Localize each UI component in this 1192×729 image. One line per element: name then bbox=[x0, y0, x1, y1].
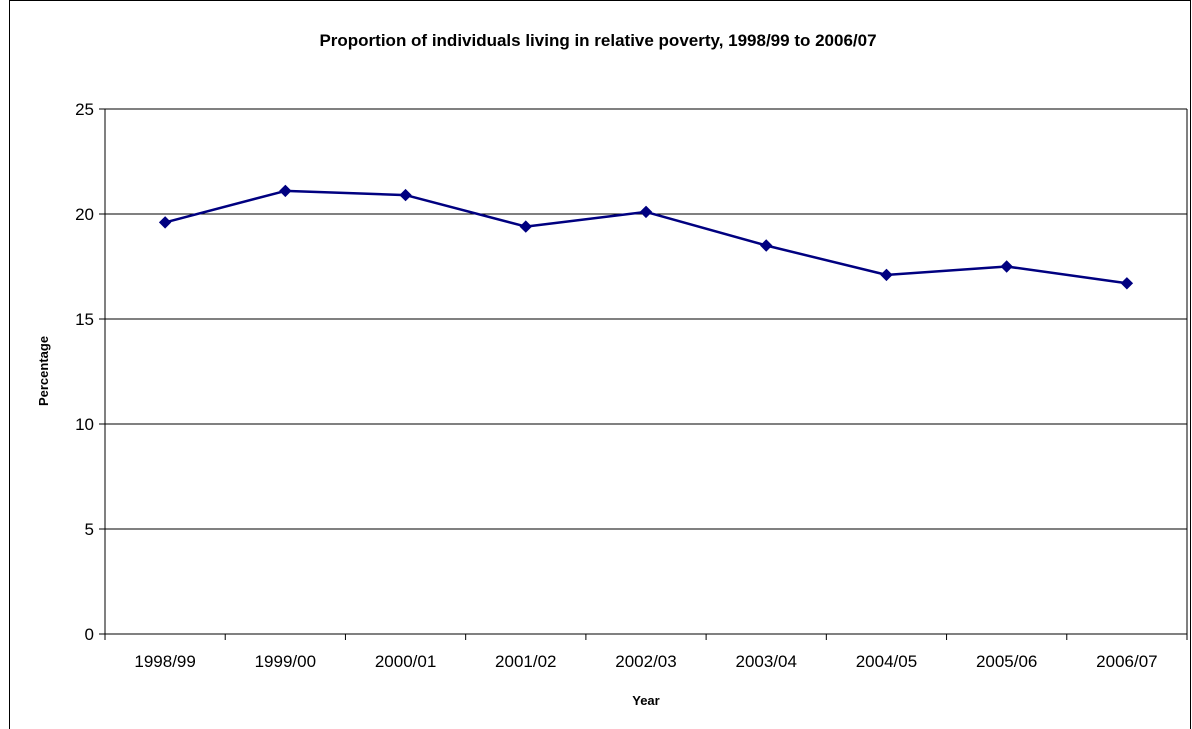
y-tick-label: 15 bbox=[75, 310, 94, 329]
y-axis-title: Percentage bbox=[36, 336, 51, 406]
x-tick-label: 2005/06 bbox=[976, 652, 1037, 671]
data-point-marker bbox=[880, 268, 893, 282]
y-tick-label: 5 bbox=[85, 520, 94, 539]
y-tick-label: 10 bbox=[75, 415, 94, 434]
data-point-marker bbox=[279, 184, 292, 198]
gridlines bbox=[105, 108, 1187, 530]
x-tick-label: 1999/00 bbox=[255, 652, 316, 671]
data-point-marker bbox=[639, 205, 653, 219]
y-tick-label: 20 bbox=[75, 205, 94, 224]
x-axis-title: Year bbox=[632, 693, 659, 708]
data-point-marker bbox=[519, 220, 532, 233]
x-tick-label: 2006/07 bbox=[1096, 652, 1157, 671]
y-axis-ticks: 0 5 10 15 20 25 bbox=[75, 100, 105, 644]
x-tick-label: 2004/05 bbox=[856, 652, 917, 671]
x-tick-label: 2001/02 bbox=[495, 652, 556, 671]
y-tick-label: 25 bbox=[75, 100, 94, 119]
x-tick-label: 2002/03 bbox=[615, 652, 676, 671]
data-point-marker bbox=[399, 188, 412, 202]
chart-title: Proportion of individuals living in rela… bbox=[319, 31, 876, 50]
data-point-marker bbox=[1000, 260, 1013, 273]
x-axis-ticks: 1998/99 1999/00 2000/01 2001/02 2002/03 2003/… bbox=[104, 634, 1188, 671]
data-point-marker bbox=[158, 216, 172, 229]
data-markers bbox=[158, 184, 1134, 290]
x-tick-label: 2003/04 bbox=[735, 652, 796, 671]
data-point-marker bbox=[1120, 277, 1134, 290]
y-tick-label: 0 bbox=[85, 625, 94, 644]
x-tick-label: 1998/99 bbox=[134, 652, 195, 671]
data-point-marker bbox=[760, 239, 773, 252]
series-line bbox=[164, 189, 1128, 285]
chart-frame bbox=[9, 0, 1191, 729]
x-tick-label: 2000/01 bbox=[375, 652, 436, 671]
